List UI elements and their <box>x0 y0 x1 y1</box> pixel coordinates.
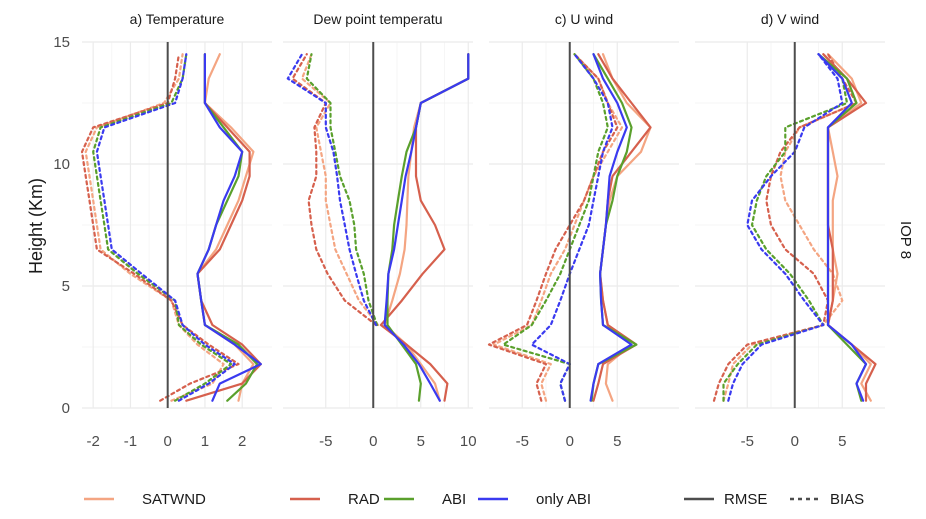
legend-label: only ABI <box>536 491 591 508</box>
series-rad-bias <box>487 53 619 402</box>
panels-layer: 0 5 10 15 a) Temperature -2 -1 0 1 2 Dew point tem… <box>53 11 885 450</box>
series-only-abi-rmse <box>383 53 470 402</box>
legend-label: SATWND <box>142 491 206 508</box>
series-satwnd-bias <box>300 53 380 327</box>
legend-label: RMSE <box>724 491 767 508</box>
series-rad-rmse <box>185 53 262 402</box>
series-only-abi-bias <box>530 53 614 402</box>
legend-item-rad: RAD <box>290 491 380 508</box>
x-tick-label: 0 <box>369 433 377 450</box>
panel-title: a) Temperature <box>130 11 225 27</box>
x-tick-label: 0 <box>566 433 574 450</box>
series-only-abi-rmse <box>196 53 262 402</box>
series-abi-bias <box>92 53 233 402</box>
x-tick-label: 0 <box>791 433 799 450</box>
x-tick-label: 5 <box>613 433 621 450</box>
series-satwnd-bias <box>492 53 624 402</box>
series-only-abi-bias <box>286 53 378 327</box>
legend-label: BIAS <box>830 491 864 508</box>
x-tick-label: -2 <box>87 433 100 450</box>
x-tick-label: 5 <box>838 433 846 450</box>
y-tick-label: 0 <box>62 400 70 417</box>
y-tick-label: 10 <box>53 156 70 173</box>
x-tick-label: -1 <box>124 433 137 450</box>
series-satwnd-bias <box>722 53 858 402</box>
series-abi-bias <box>722 53 849 402</box>
row-facet-label: IOP 8 <box>897 221 914 259</box>
panel-title: c) U wind <box>555 11 613 27</box>
x-tick-label: 2 <box>238 433 246 450</box>
series-satwnd-rmse <box>196 53 255 402</box>
legend-item-only-abi: only ABI <box>478 491 591 508</box>
panel-2: Dew point temperatu -5 0 5 10 <box>283 11 477 450</box>
legend-item-rmse: RMSE <box>684 491 767 508</box>
x-tick-label: 5 <box>417 433 425 450</box>
x-tick-label: -5 <box>741 433 754 450</box>
legend: SATWND RAD ABI only ABI RMSE BIAS <box>84 491 864 508</box>
panel-title: Dew point temperatu <box>313 11 442 27</box>
series-satwnd-rmse <box>826 53 872 402</box>
series-only-abi-rmse <box>589 53 633 402</box>
x-tick-label: 0 <box>164 433 172 450</box>
y-axis-title: Height (Km) <box>26 178 46 274</box>
series-only-abi-bias <box>95 53 236 402</box>
y-tick-label: 15 <box>53 34 70 51</box>
legend-label: RAD <box>348 491 380 508</box>
x-tick-label: 1 <box>201 433 209 450</box>
legend-item-abi: ABI <box>384 491 466 508</box>
series-abi-bias <box>502 53 609 402</box>
series-rad-rmse <box>822 53 877 402</box>
legend-label: ABI <box>442 491 466 508</box>
legend-item-bias: BIAS <box>790 491 864 508</box>
legend-item-satwnd: SATWND <box>84 491 206 508</box>
series-rad-bias <box>80 53 240 402</box>
panel-3: c) U wind -5 0 5 <box>487 11 679 450</box>
panel-1: a) Temperature -2 -1 0 1 2 <box>80 11 272 450</box>
panel-title: d) V wind <box>761 11 819 27</box>
series-abi-bias <box>305 53 379 327</box>
x-tick-label: 10 <box>460 433 477 450</box>
y-tick-label: 5 <box>62 278 70 295</box>
series-only-abi-rmse <box>817 53 868 402</box>
panel-4: d) V wind -5 0 5 <box>695 11 885 450</box>
series-rad-bias <box>712 53 858 402</box>
x-tick-label: -5 <box>319 433 332 450</box>
series-only-abi-bias <box>727 53 844 402</box>
x-tick-label: -5 <box>516 433 529 450</box>
